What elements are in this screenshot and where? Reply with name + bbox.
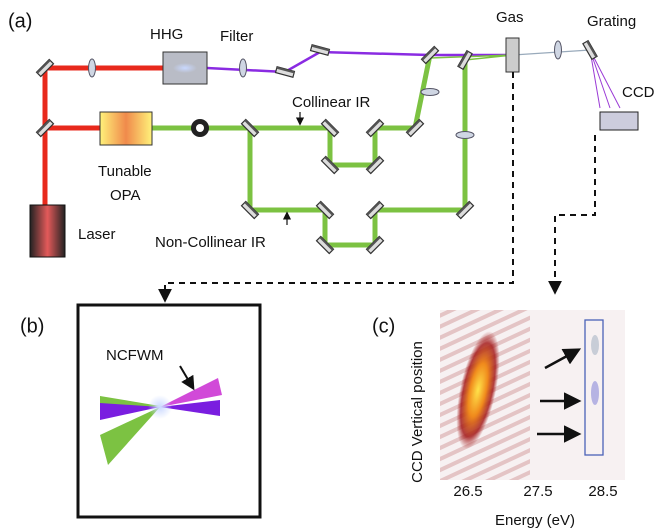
lens [421, 89, 439, 96]
label: Collinear IR [292, 94, 371, 111]
diffracted-beam [590, 50, 620, 108]
panel-label: (b) [20, 315, 44, 337]
gas-cell [506, 38, 519, 72]
link-arrow [555, 135, 595, 292]
x-tick-label: 26.5 [453, 483, 482, 500]
panel-label: (a) [8, 10, 32, 32]
signal-spot [591, 335, 599, 355]
focus-glow [148, 395, 172, 419]
label: HHG [150, 26, 183, 43]
page: (a) HHG Filter Gas Grating CCD Collinear… [0, 0, 671, 531]
signal-label: NCFWM [106, 347, 163, 364]
label: Gas [496, 9, 524, 26]
signal-spot [591, 381, 599, 405]
ccd-image [440, 310, 625, 480]
label: Filter [220, 28, 253, 45]
filter-element [240, 59, 247, 77]
hhg-glow [173, 63, 197, 73]
figure: (a) HHG Filter Gas Grating CCD Collinear… [0, 0, 671, 531]
label: Tunable [98, 163, 152, 180]
opa-box [100, 112, 152, 145]
noncollinear-ir [250, 60, 465, 245]
lens [555, 41, 562, 59]
lens [456, 132, 474, 139]
laser-box [30, 205, 65, 257]
label: Non-Collinear IR [155, 234, 266, 251]
xuv-beam [513, 50, 590, 55]
chopper [196, 124, 204, 132]
mirror [311, 45, 330, 55]
label: Grating [587, 13, 636, 30]
ccd-camera [600, 112, 638, 130]
y-axis-label: CCD Vertical position [409, 341, 426, 483]
x-tick-label: 27.5 [523, 483, 552, 500]
lens [89, 59, 96, 77]
label: CCD [622, 84, 655, 101]
panel-label: (c) [372, 315, 395, 337]
x-axis-label: Energy (eV) [495, 512, 575, 529]
optics [30, 38, 638, 257]
label: OPA [110, 187, 141, 204]
label: Laser [78, 226, 116, 243]
x-tick-label: 28.5 [588, 483, 617, 500]
